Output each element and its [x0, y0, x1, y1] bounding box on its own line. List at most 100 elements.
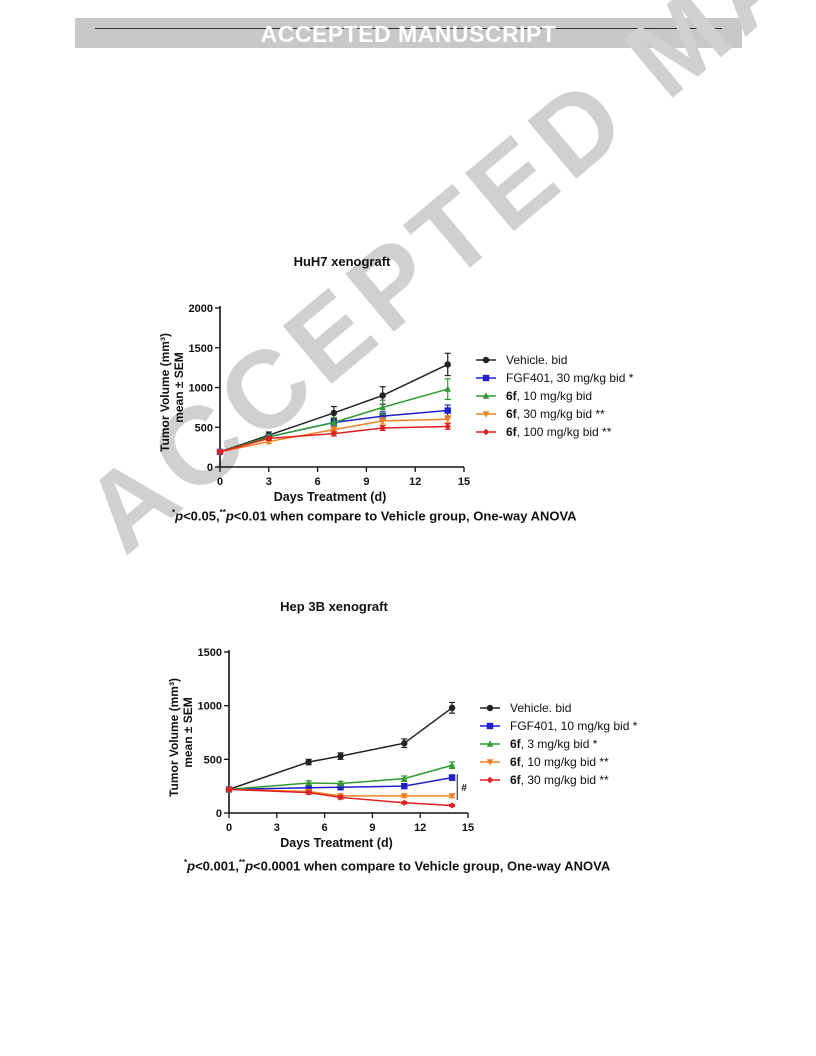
legend-marker — [482, 392, 490, 399]
data-point — [444, 361, 451, 368]
legend-label: 6f, 30 mg/kg bid ** — [506, 407, 605, 421]
y-tick-label: 500 — [195, 422, 213, 434]
data-point — [337, 794, 344, 801]
data-point — [330, 426, 338, 434]
legend-marker — [486, 759, 494, 766]
footnote-p: p — [175, 508, 184, 524]
legend-text: , 10 mg/kg bid ** — [521, 755, 609, 769]
x-tick-label: 6 — [322, 822, 328, 834]
footnote-text: <0.0001 when compare to Vehicle group, O… — [253, 858, 611, 874]
footnote-marker: * — [172, 508, 176, 517]
y-tick-label: 0 — [207, 462, 213, 474]
y-axis-sublabel: mean ± SEM — [172, 352, 186, 423]
legend-text: FGF401, 10 mg/kg bid * — [510, 719, 638, 733]
legend-compound: 6f — [510, 755, 522, 769]
x-tick-label: 3 — [266, 476, 272, 488]
legend-marker — [486, 776, 494, 784]
data-point — [305, 784, 312, 791]
chart-title: HuH7 xenograft — [294, 254, 391, 269]
x-tick-label: 15 — [458, 476, 470, 488]
y-tick-label: 0 — [216, 808, 222, 820]
chart-0: HuH7 xenograft 0 3 6 9 12 15 0 500 1000 1500 2000 Da… — [158, 254, 634, 504]
data-point — [330, 409, 338, 417]
x-axis-label: Days Treatment (d) — [274, 490, 387, 504]
x-tick-label: 9 — [363, 476, 369, 488]
legend-marker — [486, 704, 494, 712]
data-point — [448, 774, 456, 781]
series-0 — [225, 701, 456, 793]
data-point — [379, 418, 386, 425]
x-tick-label: 9 — [369, 822, 375, 834]
data-point — [401, 799, 408, 807]
series-0 — [216, 352, 451, 456]
footnote-marker: ** — [238, 858, 246, 867]
legend-text: , 30 mg/kg bid ** — [521, 773, 609, 787]
data-point — [444, 423, 451, 430]
data-point — [448, 802, 456, 809]
footnote-p: p — [225, 508, 234, 524]
data-point — [337, 784, 344, 791]
data-point — [337, 779, 344, 787]
legend-compound: 6f — [506, 425, 518, 439]
footnote-text: <0.05, — [183, 508, 220, 524]
chart-title: Hep 3B xenograft — [280, 599, 388, 614]
x-tick-label: 6 — [315, 476, 321, 488]
data-point — [216, 448, 224, 456]
y-tick-label: 2000 — [189, 303, 213, 315]
legend-label: Vehicle. bid — [506, 353, 567, 367]
data-point — [444, 385, 451, 392]
legend-text: , 3 mg/kg bid * — [521, 737, 598, 751]
data-point — [448, 704, 456, 712]
legend-marker — [486, 740, 494, 747]
data-point — [225, 786, 233, 793]
y-tick-label: 1000 — [198, 701, 222, 713]
data-point — [305, 758, 312, 766]
legend-text: , 100 mg/kg bid ** — [517, 425, 612, 439]
legend-compound: 6f — [506, 389, 518, 403]
legend-marker — [482, 374, 490, 382]
x-axis-label: Days Treatment (d) — [280, 836, 393, 850]
x-tick-label: 15 — [462, 822, 474, 834]
data-point — [330, 430, 338, 437]
legend-compound: 6f — [510, 773, 522, 787]
legend-label: FGF401, 30 mg/kg bid * — [506, 371, 634, 385]
data-point — [444, 407, 451, 414]
data-point — [448, 761, 456, 768]
banner-text: ACCEPTED MANUSCRIPT — [260, 21, 557, 47]
series-4 — [225, 786, 456, 809]
data-point — [401, 782, 408, 790]
data-point — [448, 793, 456, 800]
legend-text: Vehicle. bid — [510, 701, 571, 715]
footnote-text: <0.001, — [195, 858, 239, 874]
data-point — [265, 435, 272, 442]
data-point — [401, 793, 408, 800]
legend-label: Vehicle. bid — [510, 701, 571, 715]
legend-compound: 6f — [506, 407, 518, 421]
x-tick-label: 3 — [274, 822, 280, 834]
legend-label: 6f, 10 mg/kg bid ** — [510, 755, 609, 769]
legend-label: 6f, 3 mg/kg bid * — [510, 737, 598, 751]
footnote-text: <0.01 when compare to Vehicle group, One… — [233, 508, 577, 524]
legend-label: 6f, 30 mg/kg bid ** — [510, 773, 609, 787]
data-point — [444, 416, 451, 423]
legend-marker — [482, 411, 490, 418]
legend-compound: 6f — [510, 737, 522, 751]
legend-marker — [482, 428, 490, 436]
legend-label: 6f, 10 mg/kg bid — [506, 389, 592, 403]
y-tick-label: 500 — [204, 754, 222, 766]
series-line — [228, 707, 453, 791]
series-4 — [216, 423, 451, 456]
data-point — [401, 740, 408, 747]
legend-text: , 30 mg/kg bid ** — [517, 407, 605, 421]
significance-annotation: # — [461, 783, 467, 794]
data-point — [401, 774, 408, 782]
data-point — [305, 779, 312, 786]
data-point — [379, 412, 386, 420]
y-axis-label: Tumor Volume (mm³) — [167, 678, 181, 797]
y-axis-sublabel: mean ± SEM — [181, 697, 195, 768]
legend-label: 6f, 100 mg/kg bid ** — [506, 425, 612, 439]
x-tick-label: 12 — [409, 476, 421, 488]
legend-label: FGF401, 10 mg/kg bid * — [510, 719, 638, 733]
y-axis-label: Tumor Volume (mm³) — [158, 333, 172, 452]
